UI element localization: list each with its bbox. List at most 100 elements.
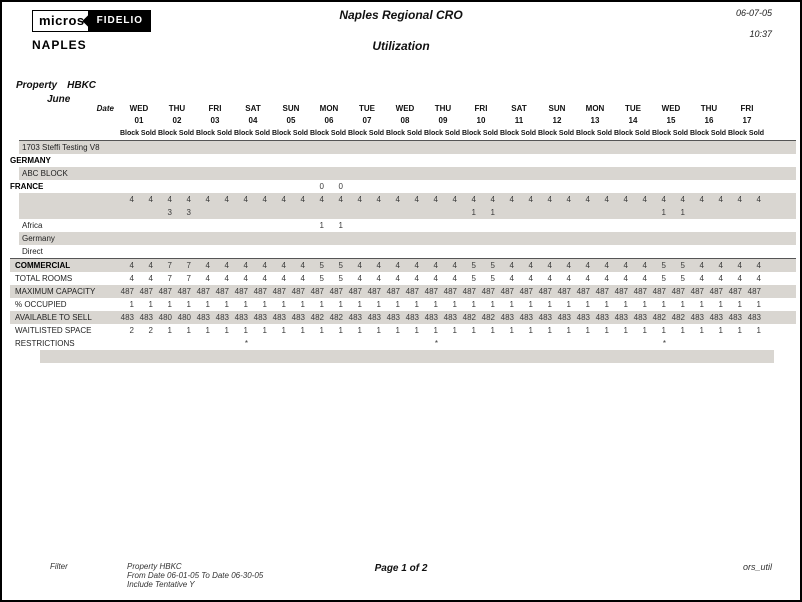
value-cell [614, 232, 633, 245]
row-tail [766, 285, 796, 298]
filter-include-tentative: Include Tentative Y [127, 580, 195, 589]
date-dow-header: SAT [511, 104, 527, 113]
value-cell [671, 180, 690, 193]
row-label: % OCCUPIED [15, 300, 67, 309]
value-cell [386, 141, 405, 154]
date-dow-header: SUN [282, 104, 300, 113]
sold-subheader: Sold [368, 130, 385, 137]
value-cell: 1 [566, 300, 571, 309]
value-cell: 4 [509, 195, 514, 204]
value-cell: 487 [443, 287, 457, 296]
value-cell [538, 337, 557, 350]
value-cell [690, 180, 709, 193]
value-cell [500, 180, 519, 193]
value-cell [386, 245, 405, 258]
value-cell [424, 141, 443, 154]
value-cell [367, 141, 386, 154]
value-cell: 4 [338, 195, 343, 204]
value-cell [405, 337, 424, 350]
value-cell [709, 232, 728, 245]
value-cell: 4 [433, 274, 438, 283]
value-cell: 487 [633, 287, 647, 296]
value-cell: 4 [756, 274, 761, 283]
value-cell [633, 337, 652, 350]
value-cell: 1 [300, 326, 305, 335]
value-cell [253, 350, 272, 363]
value-cell: 487 [500, 287, 514, 296]
value-cell: 1 [490, 326, 495, 335]
value-cell: 1 [319, 221, 324, 230]
value-cell [614, 180, 633, 193]
value-cell [538, 245, 557, 258]
value-cell [196, 350, 215, 363]
value-cell: 4 [224, 195, 229, 204]
value-cell [139, 180, 158, 193]
date-num-header: 01 [134, 116, 144, 125]
value-cell: 4 [604, 261, 609, 270]
value-cell: 487 [557, 287, 571, 296]
value-cell [158, 167, 177, 180]
value-cell [329, 206, 348, 219]
value-cell: 5 [661, 261, 666, 270]
value-cell [443, 232, 462, 245]
date-column-label: Date [96, 104, 114, 113]
value-cell [215, 337, 234, 350]
value-cell: 1 [338, 326, 343, 335]
table-row: WAITLISTED SPACE 2 2 1 1 1 1 1 1 1 1 1 1 1 1 1 1 1 1 1 1 1 1 1 1… [10, 324, 796, 337]
row-label [19, 193, 120, 206]
value-cell: 480 [177, 313, 191, 322]
row-label: Direct [22, 247, 43, 256]
table-row: 3 3 1 1 1 1 [19, 206, 796, 219]
value-cell: 483 [120, 313, 134, 322]
date-dow-header: MON [319, 104, 339, 113]
value-cell: 4 [129, 274, 134, 283]
value-cell [614, 154, 633, 167]
value-cell: 1 [205, 326, 210, 335]
date-num-header: 16 [704, 116, 714, 125]
value-cell: 4 [756, 195, 761, 204]
value-cell [310, 141, 329, 154]
value-cell: 1 [680, 326, 685, 335]
row-tail [766, 193, 796, 206]
value-cell [291, 350, 310, 363]
value-cell: 1 [623, 300, 628, 309]
value-cell: 483 [253, 313, 267, 322]
value-cell [234, 219, 253, 232]
report-id: ors_util [742, 562, 772, 572]
value-cell: 483 [747, 313, 761, 322]
value-cell [386, 350, 405, 363]
value-cell: 483 [557, 313, 571, 322]
row-tail [766, 350, 774, 363]
value-cell [576, 206, 595, 219]
value-cell [329, 232, 348, 245]
value-cell [196, 232, 215, 245]
value-cell: 4 [528, 195, 533, 204]
value-cell [367, 167, 386, 180]
value-cell: 4 [395, 261, 400, 270]
value-cell [652, 245, 671, 258]
block-subheader: Block [196, 130, 216, 137]
value-cell [690, 337, 709, 350]
value-cell: 483 [291, 313, 305, 322]
value-cell [253, 337, 272, 350]
value-cell: 483 [538, 313, 552, 322]
value-cell: 1 [509, 300, 514, 309]
value-cell: 2 [129, 326, 134, 335]
value-cell [367, 337, 386, 350]
value-cell: 1 [243, 300, 248, 309]
value-cell [747, 154, 766, 167]
value-cell [633, 180, 652, 193]
value-cell: 2 [148, 326, 153, 335]
logo-micros-text: micros [33, 11, 88, 31]
date-dow-header: THU [434, 104, 452, 113]
value-cell [671, 337, 690, 350]
value-cell: 1 [167, 326, 172, 335]
value-cell [348, 167, 367, 180]
value-cell [538, 141, 557, 154]
value-cell [120, 141, 139, 154]
row-tail [766, 141, 796, 154]
value-cell [177, 219, 196, 232]
value-cell: 4 [718, 274, 723, 283]
table-row: AVAILABLE TO SELL 483 483 480 480 483 483 483 48… [10, 311, 796, 324]
value-cell: 5 [661, 274, 666, 283]
